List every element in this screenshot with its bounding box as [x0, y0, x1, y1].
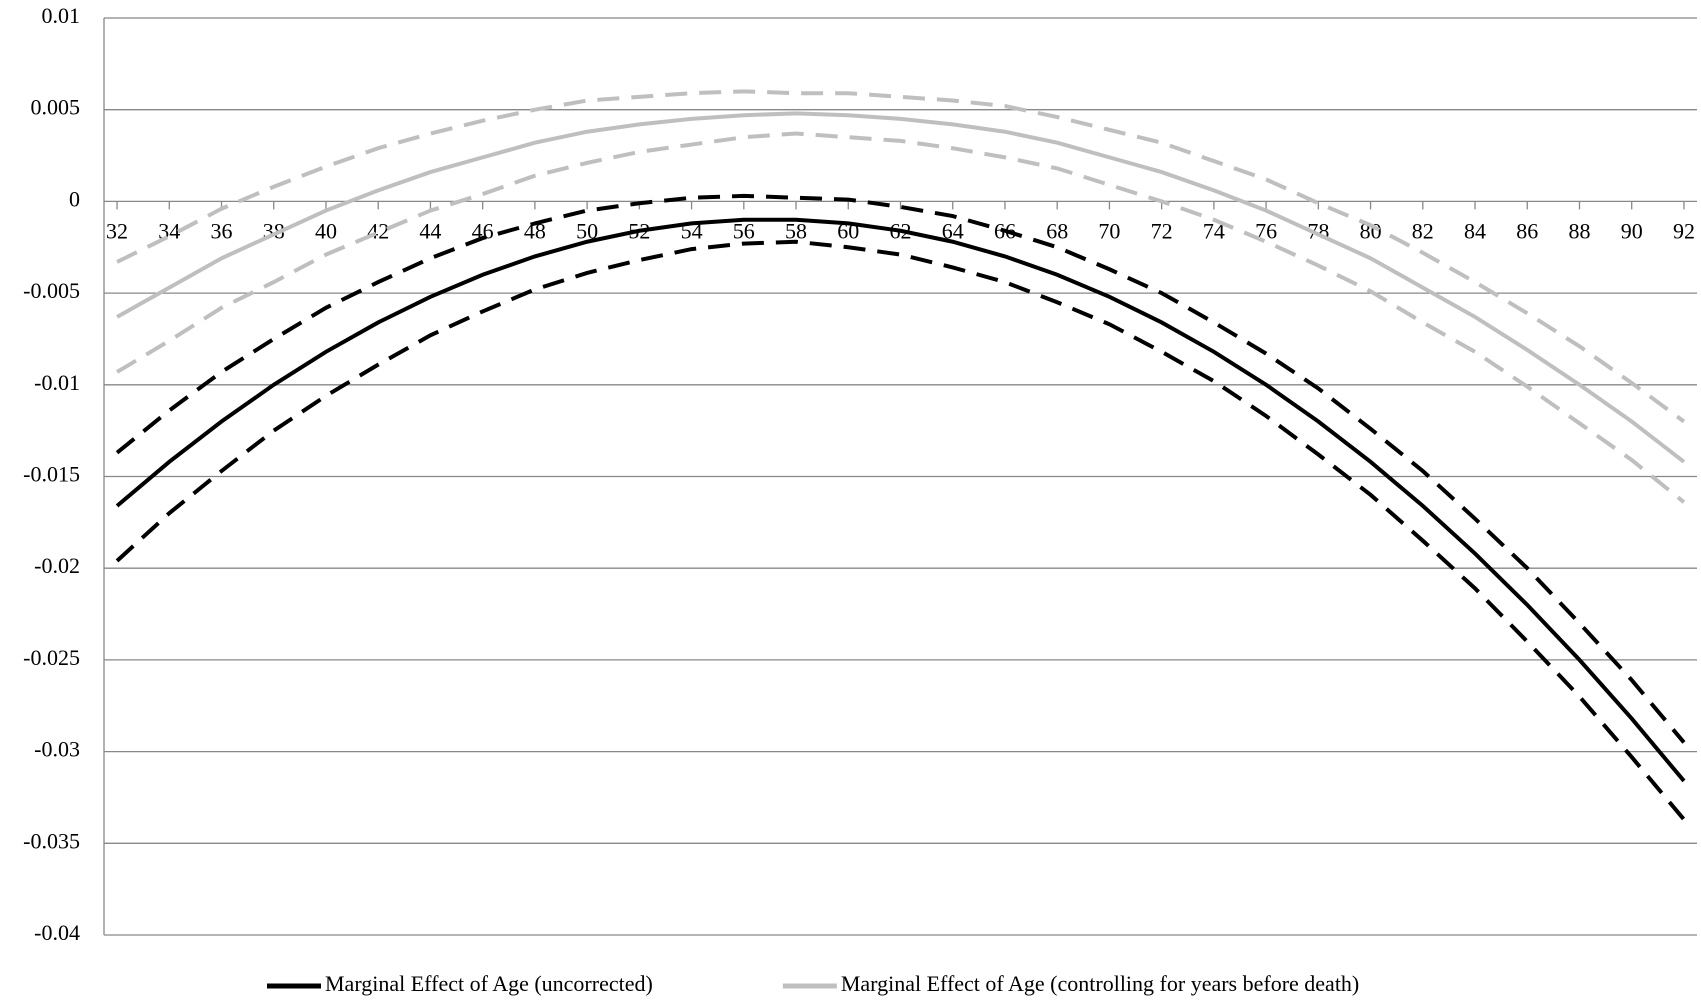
- band-line: [116, 131, 1686, 504]
- x-tick-label: 76: [1255, 218, 1277, 243]
- x-tick-label: 32: [106, 218, 128, 243]
- x-tick-label: 74: [1203, 218, 1225, 243]
- legend-label: Marginal Effect of Age (controlling for …: [841, 971, 1359, 996]
- x-tick-label: 92: [1673, 218, 1695, 243]
- y-tick-label: -0.04: [34, 920, 80, 945]
- y-tick-label: -0.015: [23, 462, 80, 487]
- y-tick-label: 0.005: [31, 95, 81, 120]
- x-tick-label: 82: [1412, 218, 1434, 243]
- band-line: [115, 239, 1686, 821]
- x-tick-label: 72: [1151, 218, 1173, 243]
- y-tick-label: -0.005: [23, 278, 80, 303]
- x-tick-label: 58: [785, 218, 807, 243]
- y-tick-label: -0.025: [23, 645, 80, 670]
- x-tick-label: 88: [1568, 218, 1590, 243]
- legend-label: Marginal Effect of Age (uncorrected): [325, 971, 653, 996]
- x-tick-label: 84: [1464, 218, 1486, 243]
- x-tick-label: 40: [315, 218, 337, 243]
- x-tick-label: 48: [524, 218, 546, 243]
- x-tick-label: 46: [472, 218, 494, 243]
- x-tick-label: 56: [733, 218, 755, 243]
- band-line: [116, 89, 1686, 424]
- x-tick-label: 68: [1046, 218, 1068, 243]
- series-line: [116, 111, 1686, 464]
- x-tick-label: 36: [211, 218, 233, 243]
- x-tick-label: 50: [576, 218, 598, 243]
- y-tick-label: -0.01: [34, 370, 80, 395]
- y-tick-label: -0.035: [23, 828, 80, 853]
- x-tick-label: 90: [1621, 218, 1643, 243]
- x-tick-label: 64: [942, 218, 964, 243]
- band-line: [115, 193, 1686, 744]
- series-line: [115, 217, 1686, 783]
- x-tick-label: 86: [1516, 218, 1538, 243]
- y-tick-label: 0: [69, 186, 80, 211]
- y-tick-label: -0.02: [34, 553, 80, 578]
- y-tick-label: 0.01: [42, 3, 81, 28]
- y-tick-label: -0.03: [34, 737, 80, 762]
- x-tick-label: 70: [1098, 218, 1120, 243]
- x-tick-label: 44: [419, 218, 441, 243]
- x-tick-label: 42: [367, 218, 389, 243]
